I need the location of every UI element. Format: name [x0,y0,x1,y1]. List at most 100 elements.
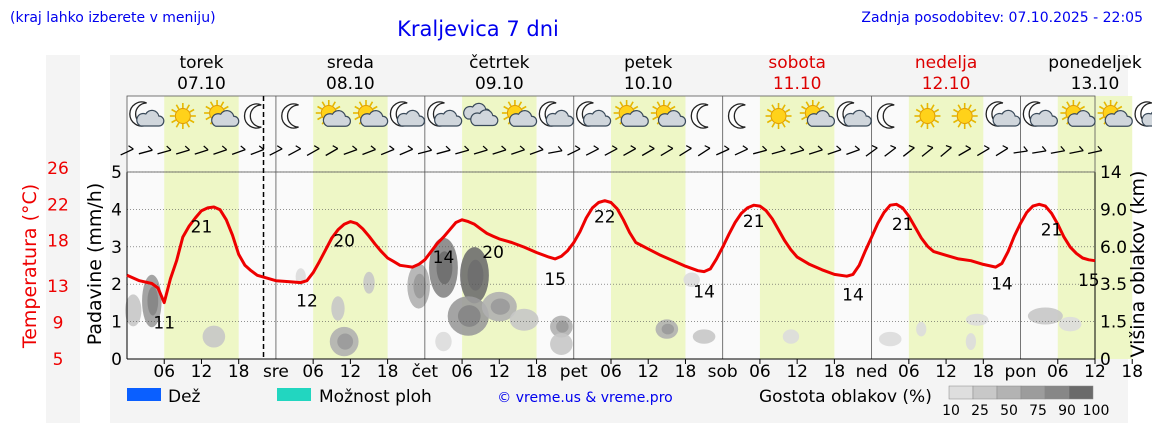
wind-feather [871,145,878,149]
wind-feather [945,145,952,149]
sun-cloud-icon [353,100,389,127]
sun-ray [1076,101,1081,107]
sun-ray [619,101,624,107]
wind-barb [902,145,915,157]
wind-barb [269,145,283,156]
hour-label: 12 [786,362,808,382]
temp-tick-label: 9 [53,314,64,334]
wind-shaft [325,147,339,157]
hour-label: 18 [972,362,994,382]
wind-barb [623,145,637,156]
wind-barb [921,145,934,157]
cloud-patch [916,321,927,337]
wind-shaft [231,148,246,156]
wind-feather [799,145,805,151]
wind-barb [417,145,433,155]
cloud-patch [1058,316,1082,332]
wind-barb [1032,146,1047,154]
hour-label: 06 [451,362,473,382]
cloud-shape [396,109,425,127]
cloud-patch [124,294,142,327]
temp-data-label: 14 [693,283,715,303]
temp-data-label: 15 [1078,271,1100,291]
sun-ray [766,108,773,113]
menu-hint[interactable]: (kraj lahko izberete v meniju) [10,10,216,26]
wind-feather [538,145,544,151]
wind-feather [482,145,488,151]
wind-barb [306,145,320,156]
sun-ray [175,104,180,110]
cloud-patch [782,329,800,344]
wind-feather [332,145,339,150]
temp-tick-label: 13 [47,277,69,297]
wind-feather [704,145,711,149]
wind-shaft [865,147,878,157]
wind-feather [574,145,581,150]
sun-ray [971,108,977,113]
cloud-shape [620,110,649,127]
cloud-shape [322,110,351,127]
wind-shaft [846,148,860,156]
sun-ray [317,105,323,110]
sun-ray [801,116,807,121]
sun-ray [335,105,341,110]
sun-ray [205,116,211,121]
sun-cloud-icon [1060,100,1096,127]
wind-feather [557,145,563,152]
cloud-shape [1067,110,1096,127]
cloud-shape [1104,110,1133,127]
copyright-link[interactable]: © vreme.us & vreme.pro [497,390,672,406]
cloud-shape [1141,111,1152,127]
sun-icon [765,103,792,129]
cloud-patch [550,333,573,356]
wind-barb [790,145,805,155]
hour-label: 18 [1121,362,1143,382]
hour-label: 06 [1047,362,1069,382]
moon-icon [243,103,262,129]
sun-ray [930,104,935,110]
wind-shaft [976,147,990,157]
wind-shaft [175,149,190,155]
cloud-patch [878,331,902,347]
moon-shape [243,103,262,129]
wind-feather [313,145,320,150]
sun-ray [171,119,177,124]
moon-cloud-icon [1134,101,1152,127]
sun-ray [971,119,977,124]
cloud-tick-label: 14 [1100,163,1122,183]
temp-data-label: 14 [433,248,455,268]
wind-feather [667,145,674,149]
moon-icon [727,103,746,129]
cloud-patch-core [147,286,159,316]
wind-barb [697,145,711,157]
sun-ray [819,105,825,110]
moon-shape [727,103,746,129]
wind-barb [1013,146,1028,154]
cloud-patch-core [556,320,569,333]
sun-ray [915,119,921,124]
wind-feather [1097,145,1103,151]
wind-feather [203,145,209,151]
cloud-patch-core [337,333,354,350]
wind-feather [965,145,972,150]
cloud-shape [508,110,538,127]
density-step-label: 10 [942,403,960,419]
cloud-patch-core [413,273,426,299]
sun-ray [205,105,211,110]
moon-icon [281,103,299,129]
sun-cloud-icon [501,100,538,127]
wind-shaft [921,147,934,157]
wind-barb [492,145,507,155]
wind-shaft [808,149,823,155]
sun-ray [372,105,378,110]
hour-label: 06 [302,362,324,382]
sun-ray [933,119,940,124]
precip-tick-label: 4 [111,200,122,220]
day-date: 13.10 [1071,74,1120,94]
precip-axis-label: Padavine (mm/h) [84,183,106,346]
wind-shaft [623,148,637,156]
wind-feather [854,145,860,151]
temp-tick-label: 26 [47,159,69,179]
day-abbr: pon [1005,362,1037,382]
wind-shaft [1088,149,1102,155]
